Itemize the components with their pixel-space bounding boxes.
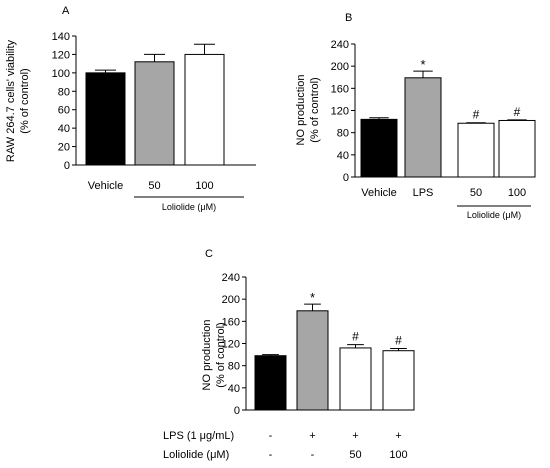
panel-b: B NO production (% of control) 0 40 80 120 1… xyxy=(295,12,536,220)
y-tick-label: 0 xyxy=(234,405,240,417)
panel-a-ylabel-line2: (% of control) xyxy=(19,68,31,133)
y-tick-label: 120 xyxy=(331,106,349,118)
panel-c-bars: * # # xyxy=(254,290,415,411)
panel-c-ylabel-line2: (% of control) xyxy=(215,322,227,387)
y-tick-label: 100 xyxy=(52,68,70,80)
bar xyxy=(457,122,495,178)
panel-a-loliolide-label: Loliolide (μM) xyxy=(162,202,216,212)
panel-a-bars xyxy=(85,43,225,166)
bar xyxy=(498,119,536,178)
condition-row-label: Loliolide (μM) xyxy=(163,449,229,461)
condition-value: - xyxy=(269,430,273,442)
significance-mark: # xyxy=(473,108,480,122)
y-tick-label: 40 xyxy=(337,150,349,162)
panel-c: C NO production (% of control) 0 40 80 120 1… xyxy=(163,248,415,461)
y-tick-label: 120 xyxy=(222,339,240,351)
panel-a-ylabel-line1: RAW 264.7 cells' viability xyxy=(5,39,17,162)
significance-mark: * xyxy=(420,57,425,72)
y-tick-label: 40 xyxy=(228,383,240,395)
y-tick-label: 160 xyxy=(222,316,240,328)
y-tick-label: 160 xyxy=(331,83,349,95)
condition-value: 100 xyxy=(389,449,407,461)
panel-a-label: A xyxy=(62,5,70,17)
panel-b-label: B xyxy=(345,12,352,24)
significance-mark: * xyxy=(310,290,315,305)
condition-value: + xyxy=(309,430,315,442)
x-tick-label: 50 xyxy=(470,187,482,199)
panel-a: A RAW 264.7 cells' viability (% of contr… xyxy=(5,5,256,212)
y-tick-label: 80 xyxy=(228,361,240,373)
y-tick-label: 40 xyxy=(58,123,70,135)
bar xyxy=(184,53,225,166)
significance-mark: # xyxy=(514,105,521,119)
bar xyxy=(360,118,398,178)
bar xyxy=(254,355,287,411)
panel-a-y-axis: 0 20 40 60 80 100 120 140 xyxy=(52,31,77,172)
y-tick-label: 240 xyxy=(222,272,240,284)
y-tick-label: 200 xyxy=(331,61,349,73)
y-tick-label: 80 xyxy=(58,86,70,98)
panel-c-label: C xyxy=(205,248,213,260)
y-tick-label: 80 xyxy=(337,128,349,140)
x-tick-label: 100 xyxy=(195,180,213,192)
bar xyxy=(296,310,329,411)
condition-value: 50 xyxy=(349,449,361,461)
bar xyxy=(339,347,372,411)
condition-value: - xyxy=(269,449,273,461)
x-tick-label: Vehicle xyxy=(88,180,123,192)
y-tick-label: 200 xyxy=(222,294,240,306)
y-tick-label: 60 xyxy=(58,105,70,117)
x-tick-label: Vehicle xyxy=(361,187,396,199)
panel-b-ylabel-line2: (% of control) xyxy=(309,77,321,142)
condition-value: - xyxy=(311,449,315,461)
y-tick-label: 240 xyxy=(331,39,349,51)
panel-b-ylabel-line1: NO production xyxy=(295,75,307,146)
condition-row-label: LPS (1 μg/mL) xyxy=(163,430,234,442)
panel-c-y-axis: 0 40 80 120 160 200 240 xyxy=(222,272,247,417)
bar xyxy=(404,77,442,178)
bar xyxy=(85,72,126,166)
y-tick-label: 120 xyxy=(52,49,70,61)
panel-a-x-tick-labels: Vehicle 50 100 xyxy=(88,180,214,192)
panel-b-bars: * # # xyxy=(360,57,536,178)
panel-b-loliolide-label: Loliolide (μM) xyxy=(467,210,521,220)
y-tick-label: 20 xyxy=(58,142,70,154)
bar xyxy=(134,61,175,166)
significance-mark: # xyxy=(352,330,359,344)
x-tick-label: 50 xyxy=(148,180,160,192)
bar xyxy=(382,350,415,411)
y-tick-label: 140 xyxy=(52,31,70,43)
x-tick-label: 100 xyxy=(508,187,526,199)
y-tick-label: 0 xyxy=(64,160,70,172)
panel-b-x-tick-labels: Vehicle LPS 50 100 xyxy=(361,187,526,199)
significance-mark: # xyxy=(395,333,402,347)
panel-c-condition-rows: LPS (1 μg/mL) - + + + Loliolide (μM) - - 50 100 xyxy=(163,430,408,461)
panel-b-y-axis: 0 40 80 120 160 200 240 xyxy=(331,39,356,184)
condition-value: + xyxy=(352,430,358,442)
y-tick-label: 0 xyxy=(343,172,349,184)
panel-c-ylabel-line1: NO production xyxy=(201,320,213,391)
condition-value: + xyxy=(395,430,401,442)
x-tick-label: LPS xyxy=(413,187,434,199)
